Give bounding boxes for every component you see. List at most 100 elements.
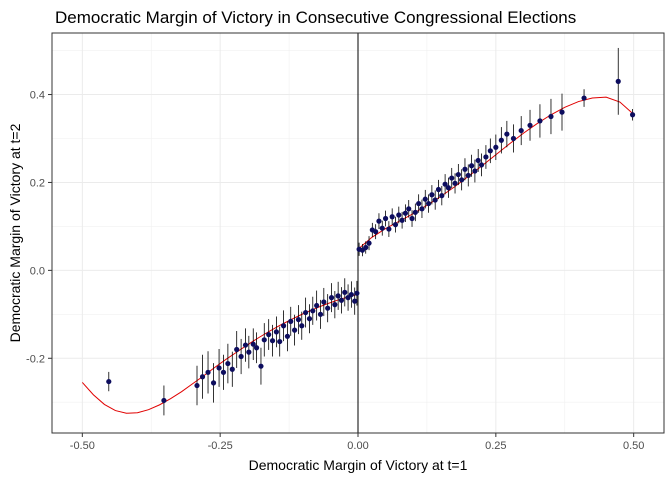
x-axis-title: Democratic Margin of Victory at t=1 bbox=[249, 457, 468, 473]
data-point bbox=[537, 118, 543, 124]
data-point bbox=[225, 360, 231, 367]
data-point bbox=[216, 365, 222, 371]
data-point bbox=[510, 135, 517, 142]
data-point bbox=[548, 113, 554, 120]
data-point bbox=[581, 95, 587, 101]
data-point bbox=[402, 210, 409, 216]
data-point bbox=[258, 363, 264, 369]
data-point bbox=[161, 397, 167, 404]
data-point bbox=[234, 346, 240, 353]
data-point bbox=[504, 131, 510, 137]
data-point bbox=[412, 209, 418, 215]
data-point bbox=[382, 215, 389, 222]
data-point bbox=[363, 244, 369, 251]
data-point bbox=[376, 218, 382, 224]
data-point bbox=[199, 374, 206, 380]
data-point bbox=[246, 349, 252, 355]
data-point bbox=[386, 226, 392, 232]
data-point bbox=[321, 299, 327, 305]
y-axis-ticks: -0.2 0.0 0.2 0.4 bbox=[26, 90, 52, 365]
data-point bbox=[352, 298, 358, 304]
data-point bbox=[277, 338, 283, 345]
data-point bbox=[465, 172, 471, 179]
data-point bbox=[442, 181, 448, 187]
x-tick-label: -0.50 bbox=[70, 440, 95, 452]
data-point bbox=[229, 366, 235, 372]
data-point bbox=[379, 225, 385, 231]
data-point bbox=[493, 144, 499, 150]
data-point bbox=[392, 222, 399, 228]
data-point bbox=[348, 291, 354, 298]
data-point bbox=[194, 382, 200, 389]
data-point bbox=[314, 302, 320, 309]
data-point bbox=[338, 297, 345, 303]
data-point bbox=[335, 293, 341, 299]
data-point bbox=[106, 378, 112, 385]
data-point bbox=[291, 327, 298, 333]
data-point bbox=[366, 240, 372, 246]
data-point bbox=[498, 137, 504, 143]
data-point bbox=[345, 295, 351, 301]
data-point bbox=[459, 177, 465, 183]
data-point bbox=[445, 185, 452, 191]
x-tick-label: 0.00 bbox=[347, 440, 368, 452]
data-point bbox=[518, 127, 524, 134]
data-point bbox=[527, 122, 533, 128]
data-point bbox=[210, 380, 217, 386]
data-point bbox=[472, 168, 478, 174]
data-point bbox=[629, 112, 636, 118]
data-point bbox=[253, 345, 260, 351]
x-axis-ticks: -0.50 -0.25 0.00 0.25 0.50 bbox=[70, 433, 644, 452]
data-point bbox=[325, 305, 331, 311]
data-point bbox=[425, 200, 432, 207]
data-point bbox=[615, 78, 621, 84]
y-tick-label: 0.0 bbox=[30, 265, 45, 277]
data-point bbox=[299, 323, 305, 329]
data-point bbox=[406, 206, 412, 212]
data-point bbox=[250, 341, 256, 347]
data-point bbox=[310, 308, 316, 314]
data-point bbox=[242, 342, 249, 348]
data-point bbox=[238, 353, 244, 360]
data-point bbox=[342, 289, 348, 295]
data-point bbox=[266, 331, 272, 338]
data-point bbox=[220, 369, 227, 375]
x-tick-label: 0.25 bbox=[485, 440, 506, 452]
data-point bbox=[389, 214, 395, 220]
data-point bbox=[462, 166, 468, 172]
y-tick-label: 0.4 bbox=[30, 90, 45, 102]
data-points bbox=[106, 78, 636, 404]
data-point bbox=[273, 329, 279, 335]
data-point bbox=[435, 186, 442, 193]
data-point bbox=[295, 316, 302, 323]
data-point bbox=[288, 318, 294, 324]
data-point bbox=[261, 337, 267, 343]
data-point bbox=[452, 180, 458, 186]
data-point bbox=[332, 302, 338, 308]
data-point bbox=[399, 217, 405, 223]
data-point bbox=[432, 197, 438, 203]
data-point bbox=[328, 295, 335, 301]
data-point bbox=[487, 148, 493, 154]
data-point bbox=[269, 338, 276, 344]
data-point bbox=[280, 323, 287, 329]
x-tick-label: 0.50 bbox=[623, 440, 644, 452]
data-point bbox=[455, 171, 461, 178]
data-point bbox=[303, 309, 309, 316]
data-point bbox=[483, 154, 489, 160]
data-point bbox=[373, 229, 379, 235]
y-tick-label: -0.2 bbox=[26, 353, 45, 365]
data-point bbox=[449, 175, 455, 181]
data-point bbox=[478, 162, 485, 168]
data-point bbox=[439, 193, 445, 199]
y-axis-title: Democratic Margin of Victory at t=2 bbox=[7, 123, 23, 342]
data-point bbox=[416, 200, 422, 207]
data-point bbox=[475, 157, 481, 164]
y-tick-label: 0.2 bbox=[30, 177, 45, 189]
data-point bbox=[559, 109, 565, 115]
x-tick-label: -0.25 bbox=[208, 440, 233, 452]
data-point bbox=[396, 212, 402, 218]
data-point bbox=[422, 196, 428, 202]
data-point bbox=[306, 316, 313, 322]
